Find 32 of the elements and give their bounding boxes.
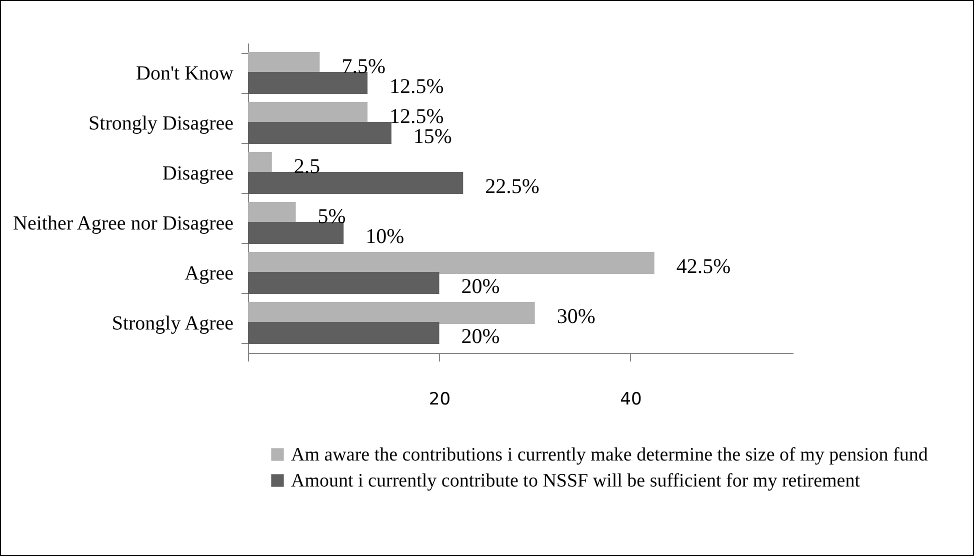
y-tick-label: Neither Agree nor Disagree	[13, 212, 234, 234]
legend-label: Amount i currently contribute to NSSF will be sufficient for my retirement	[291, 470, 861, 492]
y-tick-label: Disagree	[162, 162, 234, 184]
bar	[248, 302, 535, 324]
y-tick-label: Strongly Agree	[112, 312, 234, 334]
bar	[248, 122, 392, 144]
bar	[248, 52, 320, 74]
data-label: 42.5%	[676, 254, 731, 278]
bar	[248, 102, 368, 124]
data-label: 2.5	[294, 154, 320, 178]
bar	[248, 172, 464, 194]
x-tick-label: 40	[620, 390, 642, 410]
bar	[248, 152, 272, 174]
bar	[248, 202, 296, 224]
data-label: 12.5%	[390, 74, 444, 98]
y-tick-label: Strongly Disagree	[88, 112, 234, 134]
bar	[248, 272, 440, 294]
data-label: 20%	[461, 324, 500, 348]
data-label: 5%	[318, 204, 346, 228]
data-label: 20%	[461, 274, 500, 298]
bar	[248, 322, 440, 344]
data-label: 22.5%	[485, 174, 540, 198]
legend-label: Am aware the contributions i currently make determine the size of my pension fund	[291, 444, 928, 466]
data-label: 10%	[366, 224, 404, 248]
data-label: 30%	[556, 304, 596, 328]
y-tick-label: Don't Know	[136, 62, 234, 84]
data-label: 7.5%	[342, 54, 386, 78]
bar	[248, 222, 344, 244]
bar	[248, 252, 654, 274]
bar	[248, 72, 368, 94]
x-tick-label: 20	[428, 390, 451, 410]
y-tick-label: Agree	[184, 262, 234, 284]
